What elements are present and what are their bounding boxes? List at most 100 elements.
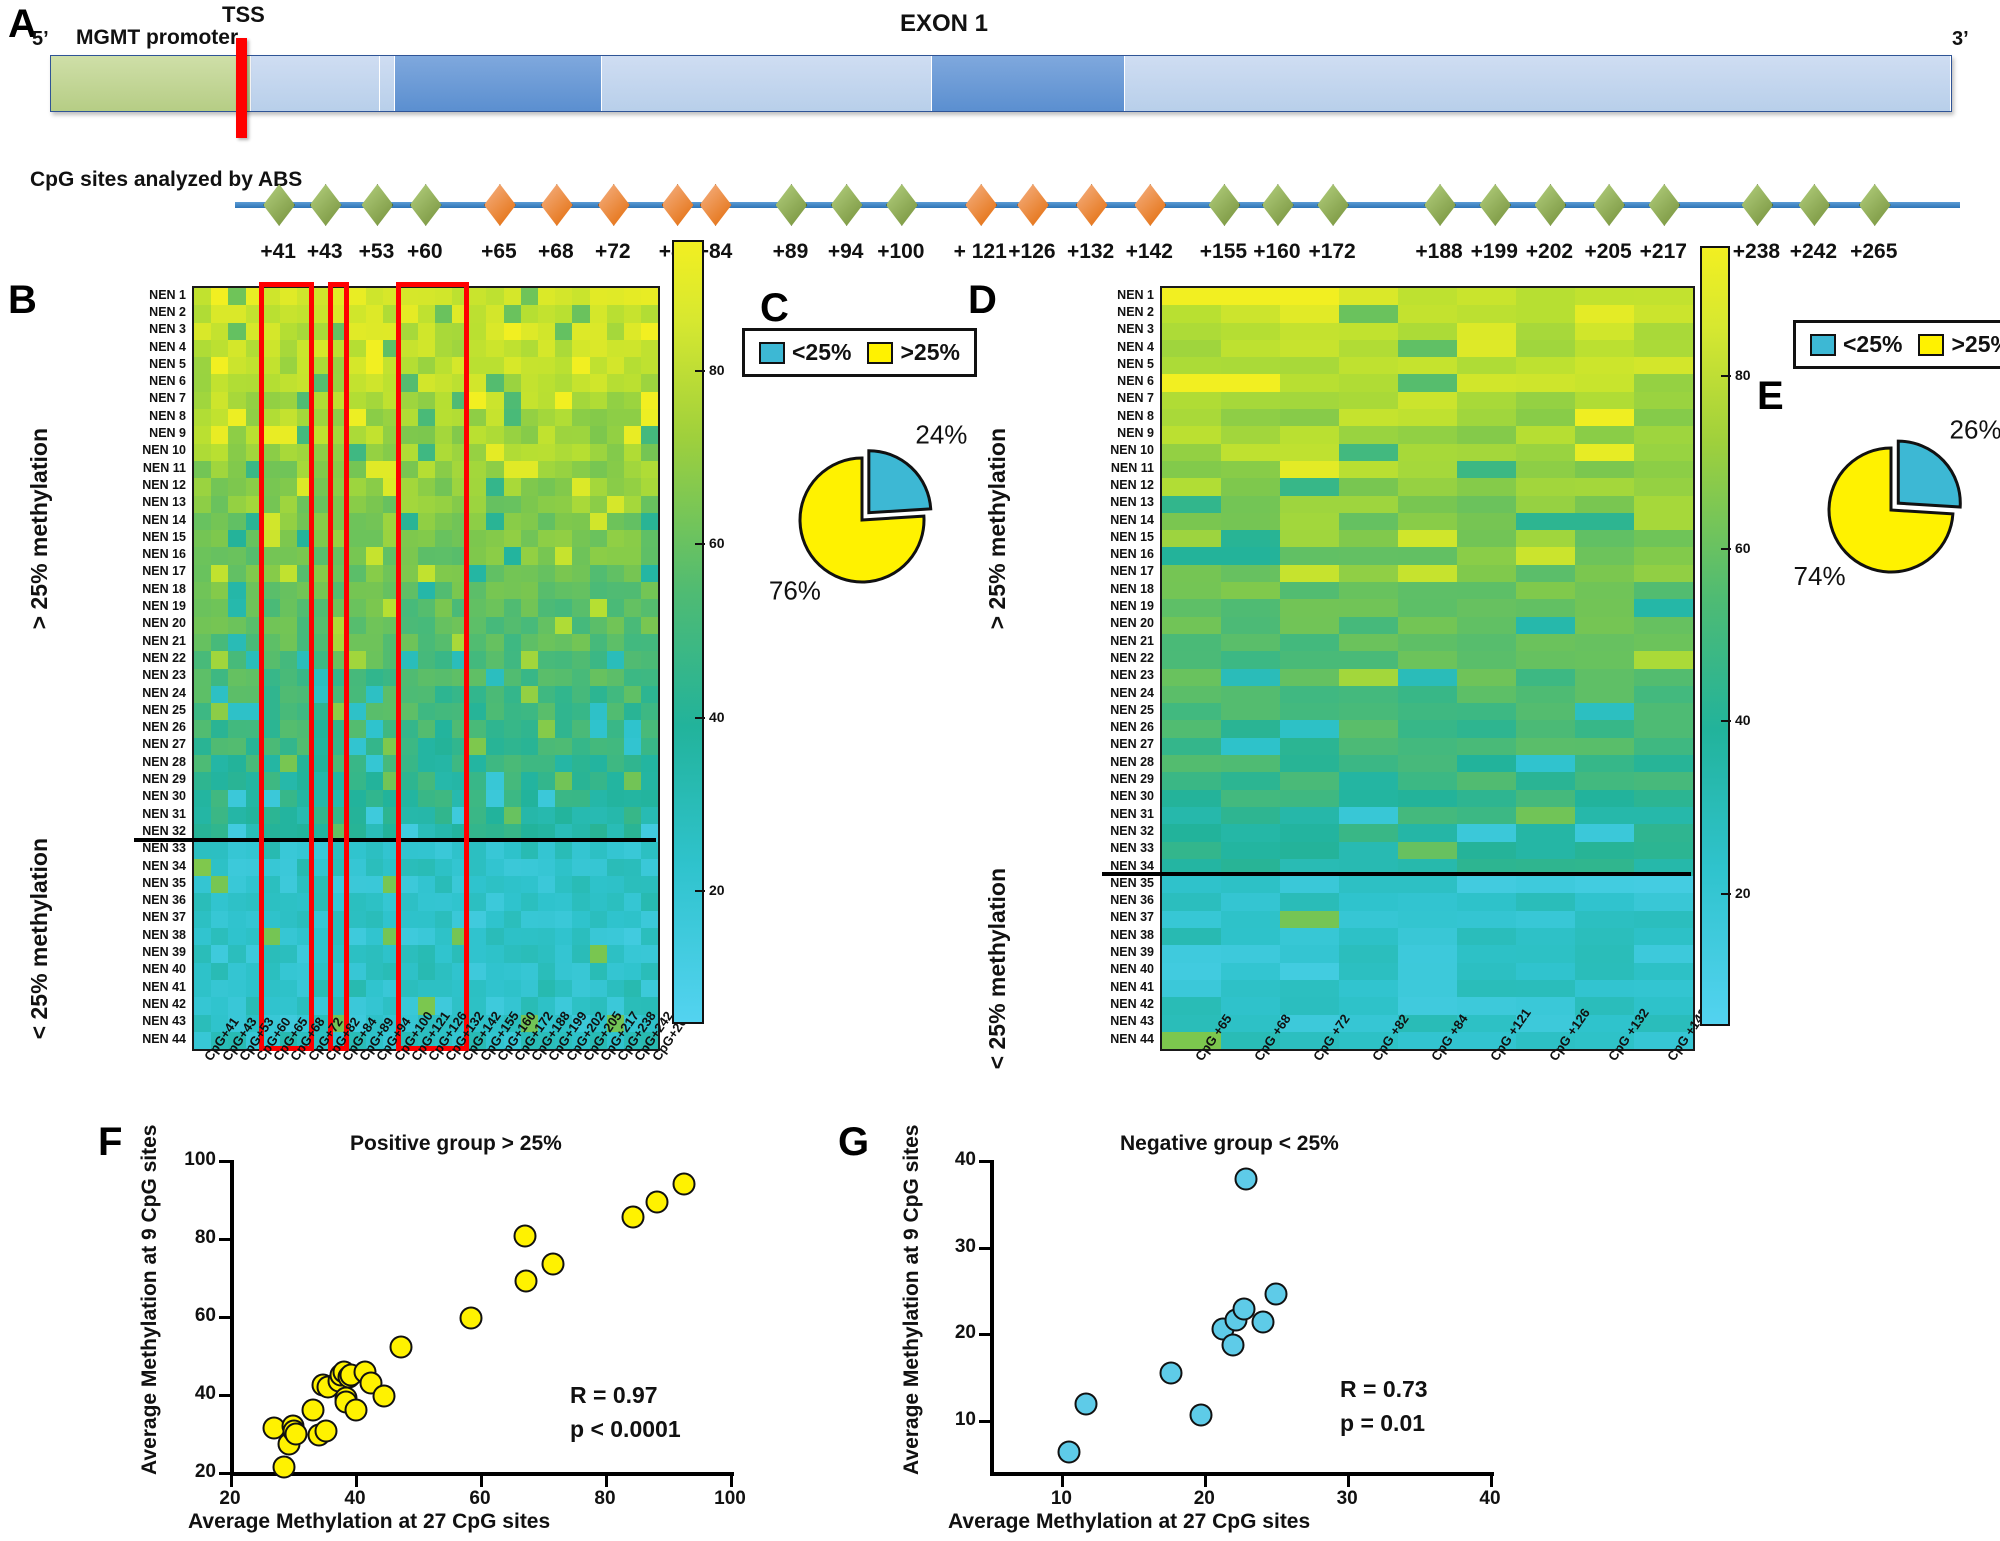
heatmap-cell: [211, 374, 229, 392]
heatmap-cell: [641, 893, 659, 911]
heatmap-cell: [1339, 772, 1398, 790]
heatmap-cell: [434, 460, 452, 479]
y-tick: [979, 1333, 990, 1337]
y-axis-line: [230, 1160, 234, 1476]
heatmap-cell: [1162, 374, 1221, 392]
heatmap-cell: [469, 599, 487, 617]
heatmap-cell: [1339, 1014, 1398, 1032]
diamond-shape: [885, 184, 918, 226]
heatmap-cell: [434, 997, 452, 1015]
heatmap-cell: [520, 755, 538, 773]
heatmap-cell: [1575, 737, 1634, 756]
heatmap-cell: [469, 720, 487, 738]
heatmap-cell: [623, 616, 642, 634]
heatmap-cell: [314, 755, 332, 773]
heatmap-cell: [365, 910, 384, 929]
heatmap-cell: [606, 1014, 624, 1032]
heatmap-cell: [1339, 616, 1398, 634]
heatmap-cell: [245, 391, 263, 410]
heatmap-cell: [194, 512, 212, 531]
panel-g-r-value: R = 0.73: [1340, 1376, 1428, 1402]
heatmap-cell: [589, 391, 607, 410]
heatmap-cell: [1339, 495, 1398, 513]
heatmap-cell: [451, 876, 470, 894]
heatmap-cell: [417, 547, 435, 565]
heatmap-cell: [417, 409, 435, 427]
heatmap-row-label: NEN 17: [142, 564, 186, 579]
diamond-shape: [1016, 184, 1049, 226]
heatmap-cell: [503, 322, 521, 340]
heatmap-cell: [228, 391, 246, 410]
heatmap-cell: [486, 910, 504, 929]
heatmap-cell: [1575, 1031, 1634, 1050]
heatmap-cell: [348, 789, 366, 807]
heatmap-cell: [589, 858, 607, 877]
x-tick-label: 60: [469, 1488, 491, 1509]
heatmap-cell: [451, 547, 470, 565]
heatmap-cell: [606, 858, 624, 877]
heatmap-cell: [194, 876, 212, 894]
heatmap-cell: [486, 530, 504, 548]
heatmap-row-label: NEN 33: [142, 841, 186, 856]
heatmap-cell: [1575, 910, 1634, 929]
heatmap-cell: [555, 806, 573, 825]
heatmap-cell: [211, 737, 229, 756]
heatmap-cell: [348, 668, 366, 686]
heatmap-cell: [417, 772, 435, 790]
heatmap-cell: [1575, 460, 1634, 479]
heatmap-cell: [537, 789, 556, 807]
heatmap-cell: [555, 858, 573, 877]
heatmap-cell: [348, 564, 366, 583]
heatmap-cell: [383, 979, 401, 998]
heatmap-row-label: NEN 3: [149, 322, 186, 337]
heatmap-cell: [365, 495, 384, 513]
heatmap-cell: [245, 824, 263, 842]
heatmap-cell: [331, 339, 349, 358]
heatmap-cell: [194, 962, 212, 980]
heatmap-cell: [469, 322, 487, 340]
cpg-position-label: +217: [1639, 240, 1687, 263]
heatmap-cell: [331, 478, 349, 496]
heatmap-cell: [589, 357, 607, 375]
heatmap-cell: [572, 305, 590, 323]
x-tick-label: 100: [714, 1488, 746, 1509]
heatmap-cell: [1162, 928, 1221, 946]
heatmap-cell: [297, 910, 315, 929]
heatmap-row-label: NEN 35: [1110, 875, 1154, 890]
heatmap-cell: [297, 789, 315, 807]
heatmap-cell: [297, 582, 315, 600]
heatmap-cell: [365, 1014, 384, 1032]
heatmap-cell: [331, 685, 349, 704]
heatmap-cell: [228, 772, 246, 790]
heatmap-cell: [383, 685, 401, 704]
heatmap-cell: [1221, 616, 1280, 634]
colorbar-tick-mark: [1721, 892, 1731, 895]
heatmap-cell: [211, 824, 229, 842]
heatmap-cell: [623, 668, 642, 686]
heatmap-cell: [486, 443, 504, 461]
heatmap-cell: [348, 824, 366, 842]
y-tick-label: 60: [194, 1305, 216, 1326]
heatmap-cell: [194, 737, 212, 756]
heatmap-cell: [348, 357, 366, 375]
heatmap-cell: [606, 945, 624, 963]
heatmap-row-label: NEN 20: [142, 616, 186, 631]
heatmap-cell: [365, 322, 384, 340]
heatmap-cell: [1221, 409, 1280, 427]
heatmap-cell: [623, 789, 642, 807]
heatmap-cell: [503, 703, 521, 721]
heatmap-cell: [555, 409, 573, 427]
heatmap-grid: [1160, 286, 1695, 1052]
heatmap-cell: [279, 478, 298, 496]
scatter-point: [1251, 1310, 1275, 1334]
heatmap-cell: [297, 806, 315, 825]
cpg-position-label: + 121: [953, 240, 1007, 263]
heatmap-cell: [1516, 582, 1575, 600]
cpg-diamond-68: [540, 184, 573, 226]
scatter-point: [344, 1398, 368, 1422]
heatmap-cell: [383, 409, 401, 427]
heatmap-cell: [451, 409, 470, 427]
heatmap-cell: [434, 703, 452, 721]
heatmap-cell: [1221, 1014, 1280, 1032]
heatmap-cell: [1457, 997, 1516, 1015]
